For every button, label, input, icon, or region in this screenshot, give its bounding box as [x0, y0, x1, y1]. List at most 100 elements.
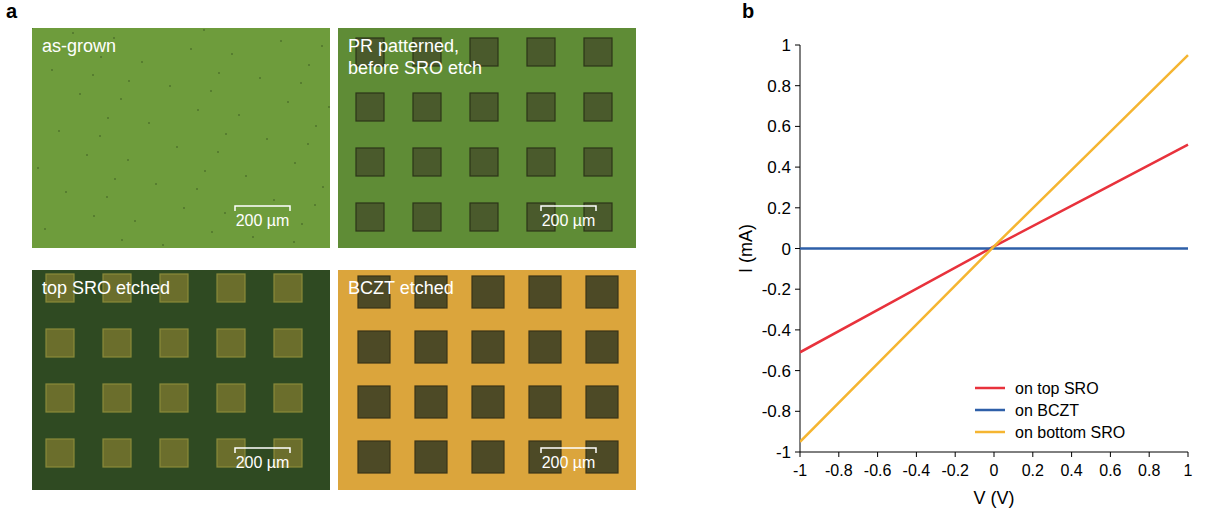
speck: [301, 223, 303, 225]
x-tick-label: -0.2: [941, 462, 969, 479]
x-tick: [877, 452, 878, 457]
speck: [328, 106, 330, 108]
x-tick: [838, 452, 839, 457]
image-label: BCZT etched: [348, 278, 454, 298]
y-tick: [795, 411, 800, 412]
pattern-square: [103, 439, 131, 467]
speck: [225, 133, 227, 135]
y-tick: [795, 370, 800, 371]
x-tick-label: -0.4: [903, 462, 931, 479]
speck: [148, 122, 150, 124]
speck: [224, 212, 226, 214]
speck: [44, 228, 46, 230]
speck: [238, 114, 240, 116]
pattern-square: [413, 148, 441, 176]
x-tick: [994, 452, 995, 457]
scale-bar: [235, 206, 290, 211]
speck: [293, 241, 295, 243]
x-tick: [1071, 452, 1072, 457]
speck: [127, 159, 129, 161]
speck: [79, 93, 81, 95]
speck: [120, 98, 122, 100]
pattern-square: [584, 148, 612, 176]
y-tick-label: -0.4: [762, 321, 791, 340]
pattern-square: [160, 439, 188, 467]
y-tick-label: 0: [782, 240, 791, 259]
pattern-square: [415, 331, 447, 363]
speck: [280, 40, 282, 42]
micrograph-ground: [32, 270, 330, 490]
legend-swatch: [975, 387, 1005, 390]
x-tick: [1032, 452, 1033, 457]
legend-swatch: [975, 431, 1005, 434]
speck: [245, 175, 247, 177]
x-axis-title: V (V): [973, 488, 1014, 508]
speck: [128, 80, 130, 82]
speck: [217, 151, 219, 153]
x-tick-label: 0.8: [1138, 462, 1160, 479]
pattern-square: [46, 439, 74, 467]
y-axis-title: I (mA): [736, 224, 756, 273]
micrograph-ground: [32, 28, 330, 248]
y-tick-label: 0.6: [767, 117, 791, 136]
pattern-square: [529, 276, 561, 308]
pattern-square: [529, 331, 561, 363]
figure: a b as-grown 200 µm PR patterned,before SRO …: [0, 0, 1211, 514]
speck: [259, 77, 261, 79]
pattern-square: [527, 148, 555, 176]
image-label: PR patterned,: [348, 36, 459, 56]
speck: [308, 64, 310, 66]
speck: [218, 72, 220, 74]
x-tick-label: -0.6: [864, 462, 892, 479]
x-tick-label: 0: [990, 462, 999, 479]
speck: [114, 178, 116, 180]
scale-bar-label: 200 µm: [542, 212, 596, 229]
speck: [92, 74, 94, 76]
speck: [93, 215, 95, 217]
pattern-square: [217, 329, 245, 357]
speck: [106, 196, 108, 198]
x-tick: [1188, 452, 1189, 457]
speck: [176, 146, 178, 148]
speck: [134, 220, 136, 222]
pattern-square: [358, 441, 390, 473]
speck: [210, 90, 212, 92]
speck: [155, 183, 157, 185]
image-label: before SRO etch: [348, 58, 482, 78]
speck: [211, 231, 213, 233]
speck: [231, 53, 233, 55]
image-label: as-grown: [42, 36, 116, 56]
x-tick: [800, 452, 801, 457]
panel-letter: b: [742, 0, 754, 22]
y-tick-label: -0.8: [762, 402, 791, 421]
speck: [65, 191, 67, 193]
pattern-square: [274, 384, 302, 412]
pattern-square: [160, 384, 188, 412]
scale-bar-label: 200 µm: [236, 212, 290, 229]
pattern-square: [586, 386, 618, 418]
micrograph-ground: [338, 270, 636, 490]
pattern-square: [470, 148, 498, 176]
pattern-square: [527, 93, 555, 121]
speck: [72, 32, 74, 34]
y-tick: [795, 126, 800, 127]
legend-label: on BCZT: [1015, 402, 1079, 419]
micrograph-ground: [338, 28, 636, 248]
pattern-square: [584, 93, 612, 121]
legend-swatch: [975, 409, 1005, 412]
speck: [162, 244, 164, 246]
speck: [51, 69, 53, 71]
panel-letter: a: [6, 0, 18, 22]
speck: [203, 29, 205, 31]
y-tick-label: 1: [782, 36, 791, 55]
scale-bar: [235, 448, 290, 453]
pattern-square: [103, 384, 131, 412]
y-tick-label: -1: [776, 443, 791, 462]
y-tick: [795, 85, 800, 86]
speck: [190, 48, 192, 50]
pattern-square: [413, 203, 441, 231]
y-tick-label: -0.6: [762, 362, 791, 381]
pattern-square: [415, 441, 447, 473]
x-tick: [1110, 452, 1111, 457]
x-tick: [1149, 452, 1150, 457]
